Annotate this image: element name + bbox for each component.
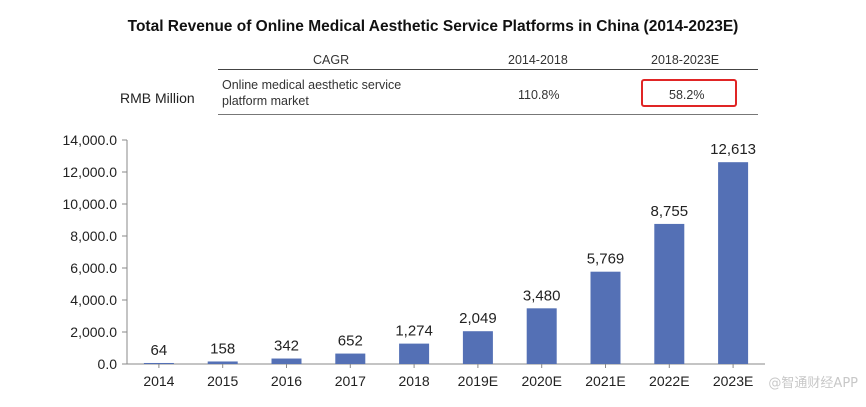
bar-value-label: 2,049 — [459, 310, 497, 327]
x-tick-label: 2017 — [335, 373, 366, 389]
x-tick-label: 2021E — [585, 373, 625, 389]
cagr-col-2018-2023e: 2018-2023E — [651, 53, 720, 67]
y-tick-label: 4,000.0 — [70, 292, 117, 308]
y-tick-label: 6,000.0 — [70, 260, 117, 276]
x-tick-label: 2015 — [207, 373, 238, 389]
x-tick-label: 2019E — [458, 373, 498, 389]
bar-value-label: 1,274 — [395, 323, 433, 340]
cagr-value-2018-2023e: 58.2% — [669, 88, 705, 102]
table-rule-bottom — [218, 114, 758, 115]
bar-2023E — [718, 162, 749, 364]
bar-2020E — [526, 308, 557, 364]
bar-value-label: 12,613 — [710, 141, 756, 158]
bar-2016 — [271, 358, 302, 364]
chart-labels: 0.0 2,000.0 4,000.0 6,000.0 8,000.0 10,000.0 1… — [63, 132, 757, 389]
bar-value-label: 652 — [338, 333, 363, 350]
bar-2019E — [462, 331, 493, 364]
y-tick-label: 2,000.0 — [70, 324, 117, 340]
bar-2022E — [654, 223, 685, 364]
y-tick-label: 0.0 — [98, 356, 118, 372]
x-tick-label: 2022E — [649, 373, 689, 389]
chart-bars — [143, 162, 749, 364]
y-tick-label: 8,000.0 — [70, 228, 117, 244]
watermark-text: @智通财经APP — [768, 376, 858, 391]
y-tick-label: 14,000.0 — [63, 132, 118, 148]
table-rule-top — [218, 69, 758, 70]
y-tick-label: 12,000.0 — [63, 164, 118, 180]
bar-2015 — [207, 361, 238, 364]
bar-value-label: 8,755 — [651, 203, 689, 220]
cagr-row-label-line2: platform market — [222, 94, 309, 108]
bar-value-label: 64 — [151, 342, 168, 359]
x-tick-label: 2020E — [521, 373, 561, 389]
x-tick-label: 2014 — [143, 373, 174, 389]
cagr-row-label-line1: Online medical aesthetic service — [222, 78, 402, 92]
chart-title: Total Revenue of Online Medical Aestheti… — [127, 18, 739, 35]
y-tick-label: 10,000.0 — [63, 196, 118, 212]
bar-value-label: 158 — [210, 340, 235, 357]
cagr-col-2014-2018: 2014-2018 — [508, 53, 568, 67]
bar-2014 — [143, 362, 174, 364]
highlight-box — [641, 79, 737, 107]
bar-value-label: 5,769 — [587, 251, 625, 268]
x-tick-label: 2023E — [713, 373, 753, 389]
x-tick-label: 2018 — [399, 373, 430, 389]
x-tick-label: 2016 — [271, 373, 302, 389]
cagr-value-2014-2018: 110.8% — [518, 88, 560, 102]
bar-value-label: 342 — [274, 338, 299, 355]
cagr-header: CAGR — [313, 53, 350, 67]
bar-2021E — [590, 271, 621, 364]
bar-2018 — [399, 343, 430, 364]
unit-label: RMB Million — [120, 90, 195, 106]
bar-value-label: 3,480 — [523, 287, 561, 304]
bar-2017 — [335, 353, 366, 364]
